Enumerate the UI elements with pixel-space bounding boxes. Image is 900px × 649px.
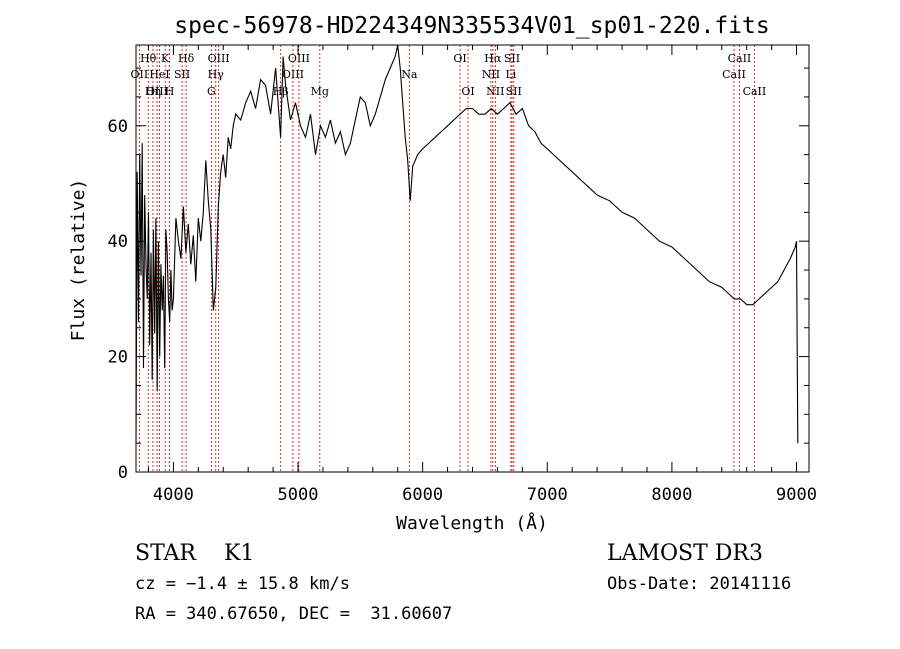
line-marker-label: Hδ — [178, 52, 195, 65]
y-axis-label: Flux (relative) — [68, 179, 89, 342]
line-marker-label: H — [165, 85, 175, 98]
line-marker-label: OIII — [146, 85, 168, 98]
line-marker-label: G — [207, 85, 216, 98]
y-tick-label: 20 — [108, 348, 128, 368]
x-tick-label: 8000 — [651, 485, 692, 505]
x-tick-label: 9000 — [776, 485, 817, 505]
line-marker-label: OI — [453, 52, 466, 65]
line-marker-label: SII — [506, 85, 522, 98]
line-marker-label: Hγ — [208, 68, 225, 81]
x-tick-label: 5000 — [278, 485, 319, 505]
line-marker-label: CaII — [728, 52, 752, 65]
line-marker-label: NII — [486, 85, 504, 98]
line-marker-label: OIII — [282, 68, 304, 81]
line-marker-label: OII — [131, 68, 149, 81]
y-tick-label: 0 — [118, 463, 128, 483]
line-marker-label: Hη — [145, 85, 161, 98]
line-marker-label: SII — [504, 52, 520, 65]
y-tick-label: 40 — [108, 232, 128, 252]
redshift-text: cz = −1.4 ± 15.8 km/s — [135, 574, 350, 594]
line-marker-label: CaII — [722, 68, 746, 81]
line-marker-label: Li — [505, 68, 516, 81]
observation-date: Obs-Date: 20141116 — [607, 574, 791, 594]
spectrum-line — [135, 44, 799, 444]
x-tick-label: 6000 — [402, 485, 443, 505]
line-marker-label: CaII — [743, 85, 767, 98]
line-marker-label: SII — [174, 68, 190, 81]
line-marker-group — [138, 45, 755, 472]
y-axis-ticks: 0 20 40 60 — [108, 67, 809, 483]
line-marker-label: Hθ — [140, 52, 157, 65]
line-marker-label: OI — [461, 85, 474, 98]
line-marker-label: HeI — [149, 68, 169, 81]
coordinates-text: RA = 340.67650, DEC = 31.60607 — [135, 604, 452, 624]
object-class: STAR K1 — [135, 541, 254, 566]
x-axis-label: Wavelength (Å) — [396, 512, 548, 534]
x-tick-label: 4000 — [153, 485, 194, 505]
line-marker-label: OIII — [208, 52, 230, 65]
line-marker-label: OIII — [288, 52, 310, 65]
line-marker-label: K — [161, 52, 170, 65]
x-tick-label: 7000 — [527, 485, 568, 505]
y-tick-label: 60 — [108, 117, 128, 137]
line-marker-label: Mg — [311, 85, 329, 98]
line-marker-label: NII — [482, 68, 500, 81]
line-marker-label: Hα — [484, 52, 502, 65]
x-axis-ticks: 4000 5000 6000 7000 8000 9000 — [147, 45, 817, 505]
survey-name: LAMOST DR3 — [607, 541, 763, 566]
line-marker-label: Na — [401, 68, 418, 81]
chart-title: spec-56978-HD224349N335534V01_sp01-220.f… — [174, 13, 769, 39]
